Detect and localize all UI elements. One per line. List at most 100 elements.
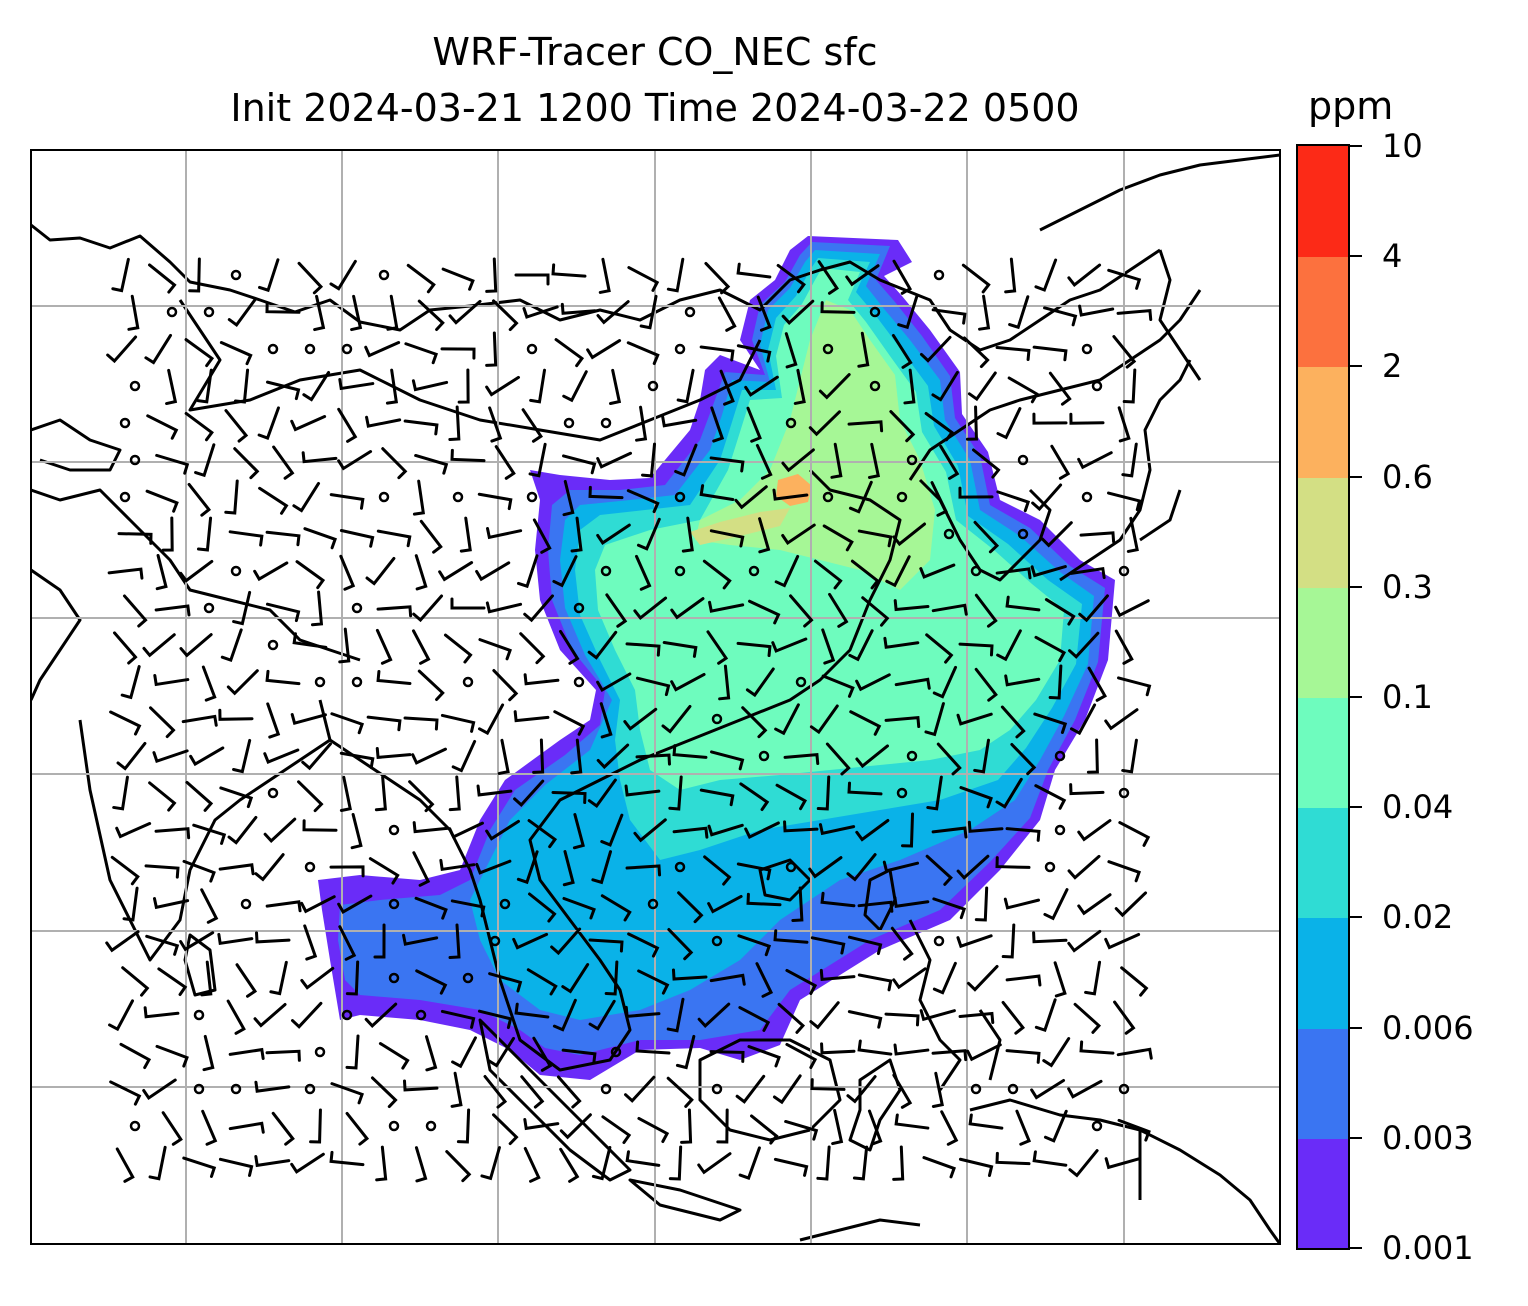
wind-barb bbox=[849, 710, 882, 736]
wind-barb bbox=[1116, 1047, 1153, 1060]
wind-barb bbox=[313, 294, 326, 332]
wind-barb bbox=[560, 302, 597, 315]
wind-barb bbox=[635, 753, 671, 766]
calm-wind-marker bbox=[230, 269, 242, 281]
wind-barb bbox=[488, 972, 523, 993]
wind-barb bbox=[857, 900, 894, 913]
wind-barb bbox=[1067, 1079, 1103, 1099]
wind-barb bbox=[893, 1043, 930, 1056]
wind-barb bbox=[598, 257, 611, 294]
wind-barb bbox=[1003, 897, 1041, 910]
wind-barb bbox=[956, 854, 990, 880]
wind-barb bbox=[845, 264, 880, 287]
wind-barb bbox=[554, 338, 585, 368]
wind-barb bbox=[1001, 923, 1016, 959]
wind-barb bbox=[932, 665, 958, 699]
wind-barb bbox=[570, 738, 583, 775]
wind-barb bbox=[365, 415, 402, 428]
wind-barb bbox=[894, 1113, 930, 1130]
wind-barb bbox=[1015, 1109, 1032, 1146]
wind-barb bbox=[1104, 932, 1141, 950]
wind-barb bbox=[110, 855, 140, 886]
wind-barb bbox=[1122, 368, 1137, 404]
wind-barb bbox=[184, 411, 214, 442]
wind-barb bbox=[1121, 442, 1138, 478]
wind-barb bbox=[189, 746, 225, 767]
wind-barb bbox=[121, 966, 150, 997]
wind-barb bbox=[736, 862, 772, 881]
wind-barb bbox=[265, 602, 301, 623]
wind-barb bbox=[744, 375, 779, 397]
calm-wind-marker bbox=[304, 1083, 316, 1095]
wind-barb bbox=[339, 554, 356, 591]
calm-wind-marker bbox=[674, 343, 686, 355]
calm-wind-marker bbox=[240, 898, 252, 910]
wind-barb bbox=[750, 1114, 779, 1145]
wind-barb bbox=[893, 599, 930, 612]
wind-barb bbox=[958, 642, 994, 657]
wind-barb bbox=[1043, 888, 1069, 921]
wind-barb bbox=[523, 1146, 541, 1183]
wind-barb bbox=[672, 744, 708, 759]
calm-wind-marker bbox=[193, 1009, 205, 1021]
wind-barb bbox=[224, 479, 239, 515]
wind-barb bbox=[676, 368, 695, 404]
calm-wind-marker bbox=[267, 343, 279, 355]
colorbar-tick bbox=[1350, 585, 1362, 588]
wind-barb bbox=[1050, 444, 1071, 480]
coastline-australia bbox=[799, 1218, 921, 1242]
wind-barb bbox=[587, 778, 617, 809]
wind-barb bbox=[967, 371, 997, 402]
wind-barb bbox=[850, 559, 880, 590]
wind-barb bbox=[375, 628, 393, 665]
colorbar-tick bbox=[1350, 475, 1362, 478]
wind-barb bbox=[381, 447, 408, 480]
calm-wind-marker bbox=[822, 491, 834, 503]
wind-barb bbox=[703, 855, 732, 886]
calm-wind-marker bbox=[1017, 528, 1029, 540]
wind-barb bbox=[1079, 531, 1116, 544]
wind-barb bbox=[785, 1042, 818, 1069]
wind-barb bbox=[1114, 599, 1150, 618]
wind-barb bbox=[699, 345, 735, 362]
wind-barb bbox=[200, 960, 213, 997]
wind-barb bbox=[182, 859, 216, 883]
calm-wind-marker bbox=[378, 269, 390, 281]
colorbar-segment-2 bbox=[1298, 917, 1348, 1029]
wind-barb bbox=[922, 1156, 956, 1179]
wind-barb bbox=[1005, 974, 1042, 987]
wind-barb bbox=[882, 860, 920, 873]
wind-barb bbox=[301, 742, 332, 771]
wind-barb bbox=[816, 1145, 831, 1181]
wind-barb bbox=[441, 267, 475, 291]
wind-barb bbox=[666, 1076, 694, 1108]
wind-barb bbox=[300, 895, 336, 914]
wind-barb bbox=[485, 331, 498, 367]
wind-barb bbox=[253, 1002, 287, 1028]
wind-barb bbox=[412, 821, 449, 834]
wind-barb bbox=[528, 892, 557, 923]
wind-barb bbox=[450, 899, 486, 918]
wind-barb bbox=[596, 451, 633, 469]
wind-barb bbox=[337, 407, 358, 443]
wind-barb bbox=[451, 739, 477, 773]
calm-wind-marker bbox=[906, 454, 918, 466]
wind-barb bbox=[161, 1111, 183, 1146]
wind-barb bbox=[1104, 1157, 1141, 1170]
wind-barb bbox=[148, 1145, 167, 1181]
wind-barb bbox=[218, 1157, 254, 1177]
wind-barb bbox=[122, 886, 139, 922]
wind-barb bbox=[478, 638, 512, 661]
wind-barb bbox=[514, 273, 550, 286]
wind-barb bbox=[181, 714, 218, 727]
wind-barb bbox=[109, 1080, 142, 1106]
wind-barb bbox=[661, 704, 692, 734]
wind-barb bbox=[1008, 295, 1030, 330]
calm-wind-marker bbox=[129, 1120, 141, 1132]
wind-barb bbox=[552, 998, 577, 1032]
colorbar-tick-label: 0.003 bbox=[1382, 1118, 1474, 1157]
coastline-southeast-asia bbox=[329, 468, 902, 1072]
calm-wind-marker bbox=[1044, 861, 1056, 873]
wind-barb bbox=[218, 708, 254, 721]
calm-wind-marker bbox=[388, 972, 400, 984]
